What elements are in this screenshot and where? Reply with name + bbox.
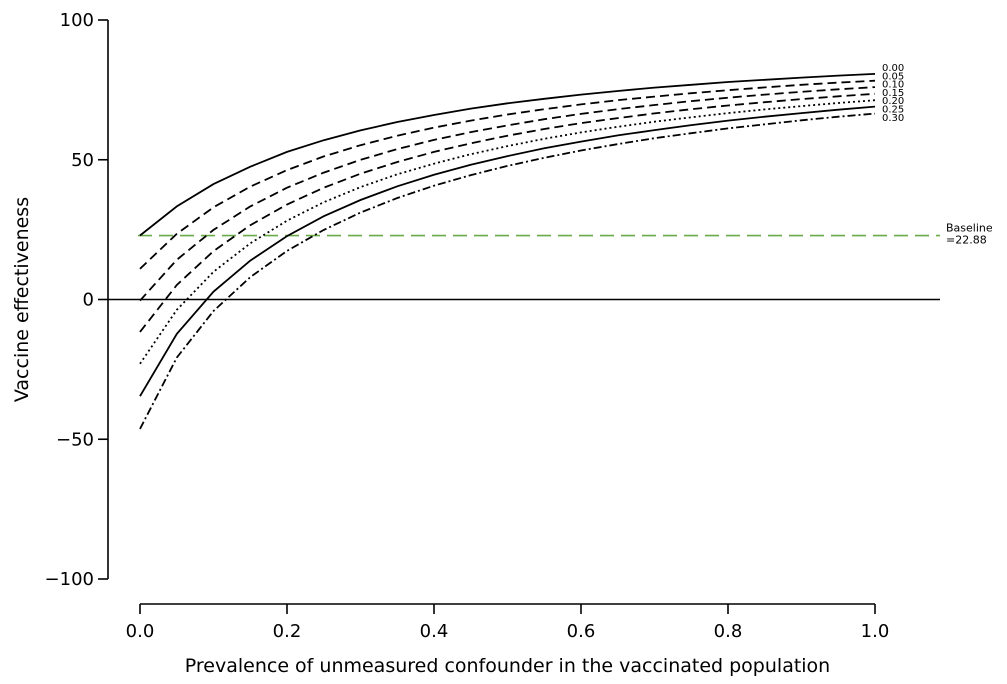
x-tick-label: 0.0: [126, 621, 155, 642]
y-tick-label: −50: [56, 429, 94, 450]
x-axis-title: Prevalence of unmeasured confounder in t…: [185, 655, 830, 677]
y-tick-label: 100: [60, 10, 94, 31]
y-axis-title: Vaccine effectiveness: [11, 197, 33, 402]
x-tick-label: 0.8: [714, 621, 743, 642]
x-tick-label: 0.4: [420, 621, 449, 642]
ticks: −100 −50 0 50 100 0.0 0.2 0.4 0.6 0.8 1.0: [45, 10, 890, 642]
series-group: [139, 73, 876, 430]
series-line-0-25: [139, 105, 876, 397]
series-line-0-10: [139, 86, 876, 302]
y-tick-label: 0: [83, 290, 94, 311]
series-label: 0.00: [882, 63, 904, 74]
series-label: 0.30: [882, 113, 904, 124]
reference-lines: [108, 234, 940, 301]
series-line-0-00: [139, 73, 876, 237]
x-tick-label: 1.0: [861, 621, 890, 642]
baseline-label: Baseline: [946, 222, 993, 235]
series-line-0-05: [139, 79, 876, 270]
series-label: 0.20: [882, 96, 904, 107]
series-line-0-20: [139, 99, 876, 365]
series-label: 0.25: [882, 105, 904, 116]
series-line-0-15: [139, 92, 876, 333]
baseline-value-label: =22.88: [946, 234, 987, 247]
series-line-0-30: [139, 112, 876, 430]
series-labels: 0.000.050.100.150.200.250.30: [882, 63, 904, 124]
series-label: 0.10: [882, 80, 904, 91]
axes: [107, 20, 875, 605]
x-tick-label: 0.2: [273, 621, 302, 642]
series-label: 0.05: [882, 71, 904, 82]
x-tick-label: 0.6: [567, 621, 596, 642]
series-label: 0.15: [882, 88, 904, 99]
y-tick-label: −100: [45, 569, 94, 590]
y-tick-label: 50: [71, 150, 94, 171]
